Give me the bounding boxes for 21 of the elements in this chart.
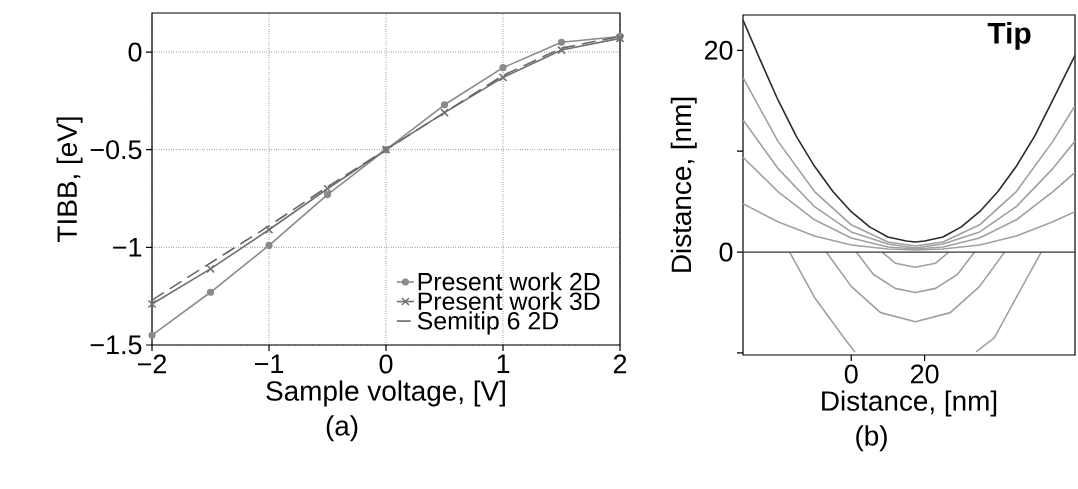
x-tick-label: 0 xyxy=(379,354,393,374)
x-tick-label: −1 xyxy=(255,354,284,374)
x-tick-label: 20 xyxy=(911,364,939,384)
x-tick-label: 2 xyxy=(613,354,627,374)
x-axis-title: Sample voltage, [V] xyxy=(266,380,505,407)
y-tick-label: −0.5 xyxy=(90,140,142,160)
text: (a) xyxy=(326,415,358,442)
x-axis-title: Distance, [nm] xyxy=(822,390,997,417)
y-tick-label: −1.5 xyxy=(90,335,142,355)
x-tick-label: −2 xyxy=(138,354,166,374)
y-tick-label: −1 xyxy=(113,238,142,257)
legend-label: Semitip 6 2D xyxy=(417,311,559,335)
y-axis-title: Distance, [nm] xyxy=(670,97,697,272)
legend-label: Present work 3D xyxy=(418,291,600,311)
y-axis-title: TIBB, [eV] xyxy=(56,117,83,242)
series-label: Tip xyxy=(987,21,1031,50)
text: (b) xyxy=(856,425,887,452)
y-tick-label: 0 xyxy=(128,42,142,62)
x-tick-label: 1 xyxy=(497,354,510,374)
x-tick-label: 0 xyxy=(844,364,858,384)
legend-label: Present work 2D xyxy=(418,272,600,291)
